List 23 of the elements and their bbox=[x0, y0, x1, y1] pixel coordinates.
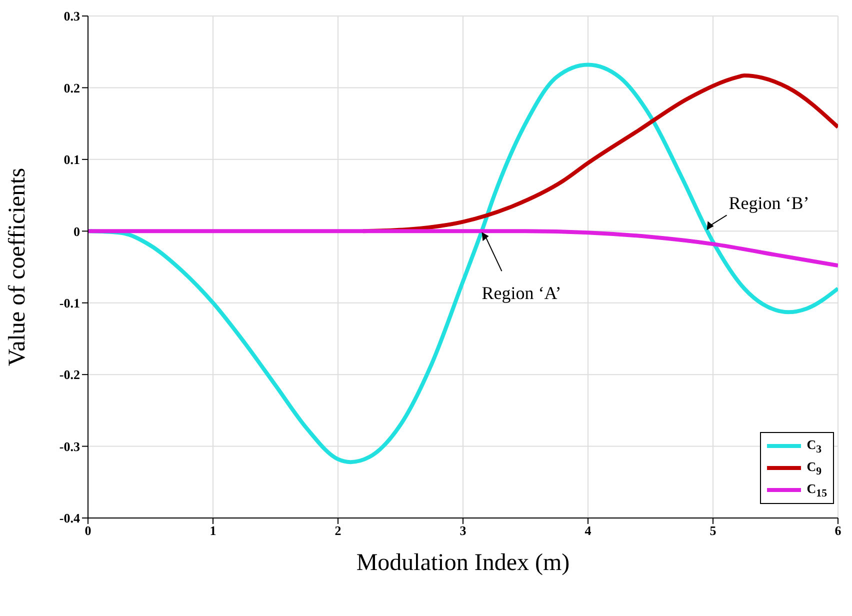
x-tick-label: 6 bbox=[834, 523, 842, 538]
y-axis-title: Value of coefficients bbox=[4, 168, 31, 366]
y-tick-label: -0.3 bbox=[59, 438, 80, 454]
x-tick-label: 0 bbox=[84, 523, 92, 538]
y-tick-label: 0.2 bbox=[64, 80, 80, 96]
y-tick-label: 0.1 bbox=[64, 152, 80, 168]
legend-label: C$_{9}$ bbox=[806, 458, 822, 478]
x-tick-label: 2 bbox=[334, 523, 342, 538]
y-tick-label: 0 bbox=[74, 224, 80, 239]
annotation: Region ‘B’ bbox=[728, 193, 810, 214]
annotation: Region ‘A’ bbox=[482, 283, 562, 304]
x-tick-label: 5 bbox=[710, 523, 717, 538]
y-tick-label: -0.4 bbox=[59, 510, 80, 526]
y-tick-label: -0.1 bbox=[59, 295, 80, 310]
y-tick-label: -0.2 bbox=[59, 367, 80, 382]
x-tick-label: 1 bbox=[210, 523, 216, 538]
x-tick-label: 3 bbox=[460, 523, 467, 538]
x-tick-label: 4 bbox=[584, 523, 592, 538]
y-tick-label: 0.3 bbox=[64, 8, 80, 24]
line-series bbox=[88, 229, 838, 268]
x-axis-title: Modulation Index (m) bbox=[356, 550, 570, 576]
legend-label: C$_{3}$ bbox=[806, 436, 822, 456]
legend-label: C$_{15}$ bbox=[806, 480, 827, 500]
